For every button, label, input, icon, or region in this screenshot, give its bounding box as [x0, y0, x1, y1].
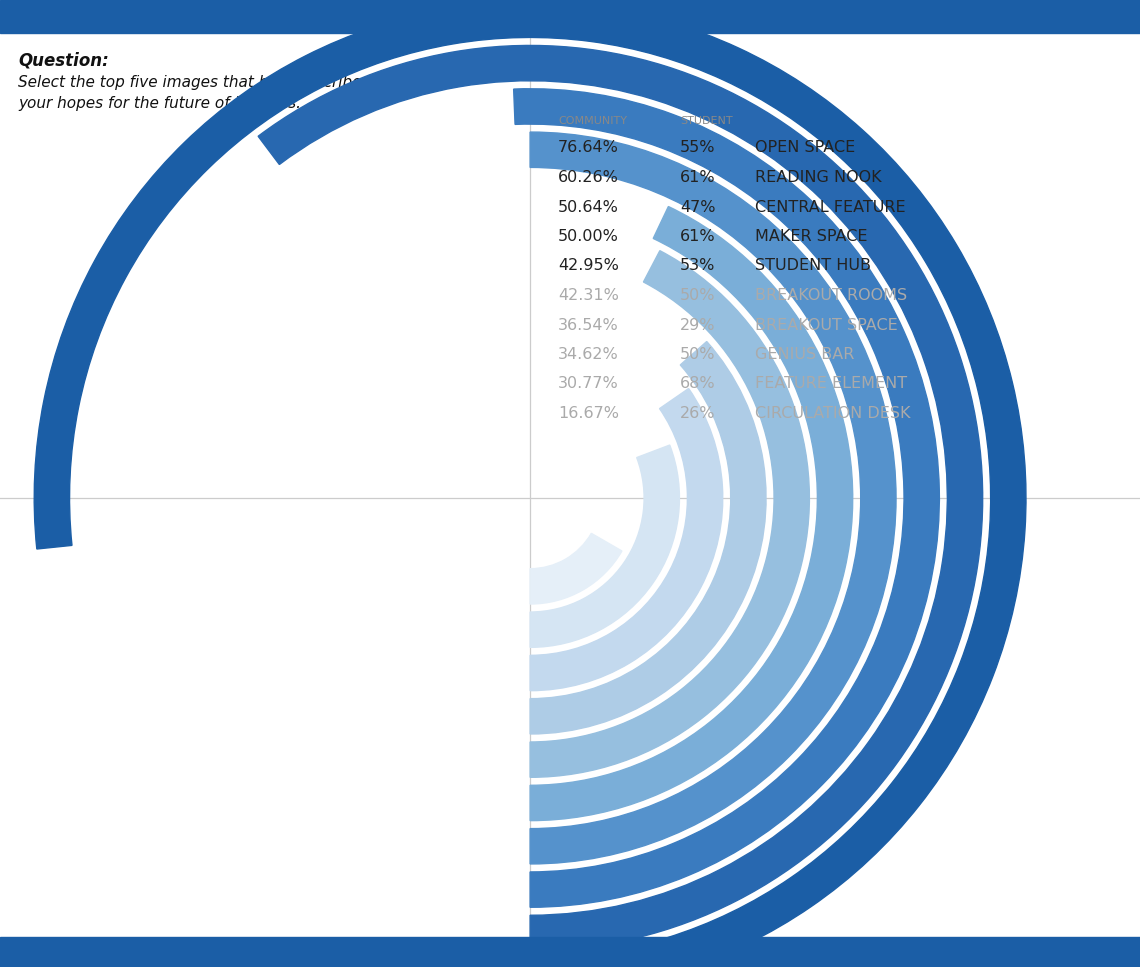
Text: 61%: 61% [679, 170, 716, 185]
Wedge shape [530, 250, 809, 777]
Text: 50%: 50% [679, 347, 716, 362]
Bar [0, 0, 1140, 33]
Wedge shape [530, 534, 622, 604]
Text: 29%: 29% [679, 317, 716, 333]
Text: Select the top five images that best describe
your hopes for the future of libra: Select the top five images that best des… [18, 75, 361, 111]
Text: 30.77%: 30.77% [557, 376, 619, 392]
Text: OPEN SPACE: OPEN SPACE [755, 140, 855, 156]
Text: 60.26%: 60.26% [557, 170, 619, 185]
Text: READING NOOK: READING NOOK [755, 170, 881, 185]
Text: 50%: 50% [679, 288, 716, 303]
Wedge shape [514, 89, 939, 907]
Text: 76.64%: 76.64% [557, 140, 619, 156]
Wedge shape [530, 389, 723, 690]
Text: BREAKOUT SPACE: BREAKOUT SPACE [755, 317, 898, 333]
Text: CIRCULATION DESK: CIRCULATION DESK [755, 406, 911, 421]
Wedge shape [530, 445, 679, 647]
Text: MAKER SPACE: MAKER SPACE [755, 229, 868, 244]
Text: 55%: 55% [679, 140, 716, 156]
Text: 53%: 53% [679, 258, 716, 274]
Text: 26%: 26% [679, 406, 716, 421]
Wedge shape [530, 132, 896, 864]
Text: STUDENT HUB: STUDENT HUB [755, 258, 871, 274]
Text: 61%: 61% [679, 229, 716, 244]
Wedge shape [530, 341, 766, 734]
Text: GENIUS BAR: GENIUS BAR [755, 347, 854, 362]
Text: 50.00%: 50.00% [557, 229, 619, 244]
Text: 42.95%: 42.95% [557, 258, 619, 274]
Wedge shape [258, 45, 983, 951]
Wedge shape [530, 207, 853, 821]
Text: 34.62%: 34.62% [557, 347, 619, 362]
Text: 16.67%: 16.67% [557, 406, 619, 421]
Wedge shape [34, 2, 1026, 967]
Text: 50.64%: 50.64% [557, 199, 619, 215]
Text: Question:: Question: [18, 51, 108, 69]
Text: 68%: 68% [679, 376, 716, 392]
Text: 47%: 47% [679, 199, 716, 215]
Text: FEATURE ELEMENT: FEATURE ELEMENT [755, 376, 907, 392]
Text: 36.54%: 36.54% [557, 317, 619, 333]
Bar [0, 937, 1140, 967]
Text: BREAKOUT ROOMS: BREAKOUT ROOMS [755, 288, 907, 303]
Text: STUDENT: STUDENT [679, 116, 733, 126]
Text: COMMUNITY: COMMUNITY [557, 116, 627, 126]
Text: CENTRAL FEATURE: CENTRAL FEATURE [755, 199, 905, 215]
Text: 42.31%: 42.31% [557, 288, 619, 303]
